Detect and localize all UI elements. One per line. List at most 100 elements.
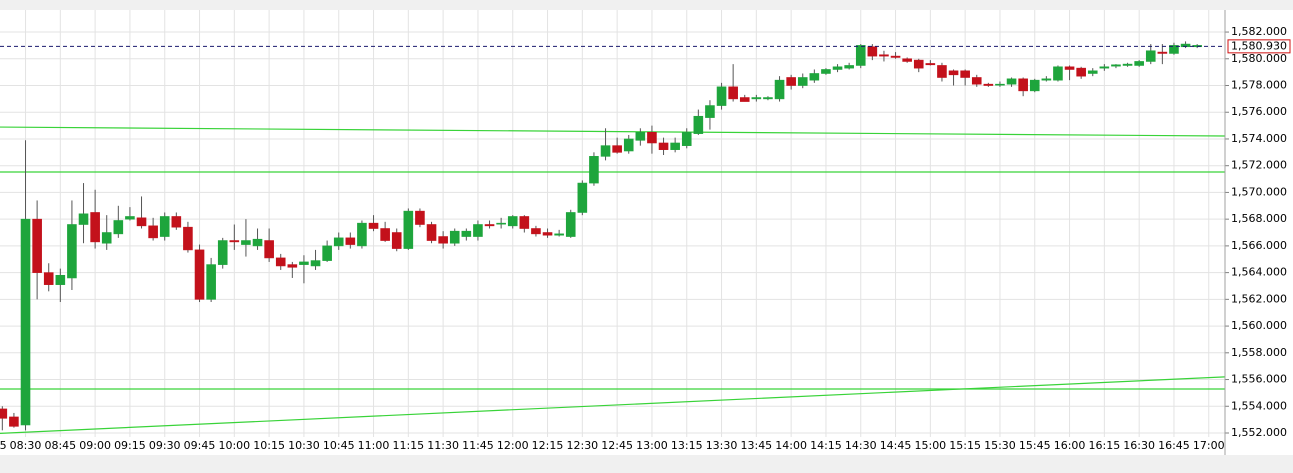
candle-body <box>1041 78 1052 81</box>
x-tick-label: 13:30 <box>706 439 738 452</box>
x-tick-label: 15:45 <box>1019 439 1051 452</box>
x-tick-label: 16:15 <box>1089 439 1121 452</box>
candle-body <box>995 83 1005 86</box>
candle-body <box>32 218 42 273</box>
candle-body <box>55 274 66 285</box>
candle-body <box>1053 66 1063 81</box>
candle-body <box>391 232 402 249</box>
x-tick-label: 12:00 <box>497 439 529 452</box>
candle-body <box>171 216 182 228</box>
candle-body <box>809 73 820 81</box>
candle-body <box>194 249 205 300</box>
x-tick-label: 16:45 <box>1158 439 1190 452</box>
candle-body <box>20 218 31 426</box>
candle-body <box>183 226 193 251</box>
candle-body <box>299 261 309 265</box>
candle-body <box>1122 63 1133 66</box>
candle-body <box>101 232 112 244</box>
time-axis <box>0 437 1225 455</box>
candle-body <box>136 217 147 227</box>
candle-body <box>519 216 530 229</box>
x-tick-label: 09:00 <box>79 439 111 452</box>
candle-body <box>739 97 750 102</box>
x-tick-label: 13:45 <box>740 439 772 452</box>
candle-body <box>113 220 124 235</box>
y-tick-label: 1,582.000 <box>1231 25 1287 38</box>
x-tick-label: 15:30 <box>984 439 1016 452</box>
candle-body <box>647 131 657 144</box>
candle-body <box>890 55 901 58</box>
x-tick-label: 11:45 <box>462 439 494 452</box>
candle-body <box>461 230 472 237</box>
x-tick-label: 17:00 <box>1193 439 1225 452</box>
candle-body <box>90 212 100 243</box>
x-tick-label: 15:00 <box>914 439 946 452</box>
candle-body <box>229 240 240 243</box>
candle-body <box>496 222 506 225</box>
candle-body <box>1087 70 1098 74</box>
candle-body <box>357 222 367 247</box>
candle-body <box>78 213 89 225</box>
candle-body <box>554 233 564 236</box>
x-tick-label: 12:30 <box>566 439 598 452</box>
candle-body <box>600 145 611 157</box>
candle-body <box>797 77 808 86</box>
x-tick-label: 11:00 <box>358 439 390 452</box>
candle-body <box>832 66 843 70</box>
candle-body <box>380 228 390 241</box>
x-tick-label: 14:30 <box>845 439 877 452</box>
candle-body <box>322 245 332 261</box>
candle-body <box>1076 67 1086 77</box>
candle-body <box>658 142 669 150</box>
x-tick-label: 09:15 <box>114 439 146 452</box>
y-tick-label: 1,566.000 <box>1231 239 1287 252</box>
candle-body <box>693 115 704 134</box>
candle-body <box>345 237 356 245</box>
x-tick-label: 08:15 <box>0 439 7 452</box>
candle-body <box>368 222 379 229</box>
candle-body <box>983 83 994 86</box>
candle-body <box>902 58 912 62</box>
x-tick-label: 08:30 <box>10 439 42 452</box>
x-tick-label: 13:15 <box>671 439 703 452</box>
candle-body <box>206 264 216 300</box>
x-tick-label: 13:00 <box>636 439 668 452</box>
candle-body <box>473 224 483 237</box>
x-tick-label: 10:15 <box>253 439 285 452</box>
candle-body <box>438 236 448 244</box>
candle-body <box>821 69 831 74</box>
y-tick-label: 1,576.000 <box>1231 105 1287 118</box>
candle-body <box>531 228 541 235</box>
last-price-box <box>1227 39 1291 54</box>
x-tick-label: 10:45 <box>323 439 355 452</box>
plot-area <box>0 10 1225 437</box>
candle-body <box>148 225 158 239</box>
candle-body <box>449 230 460 244</box>
last-price-label: 1,580.930 <box>1231 39 1287 52</box>
candle-body <box>565 212 576 237</box>
candle-body <box>125 216 135 220</box>
candle-body <box>43 272 54 285</box>
y-tick-label: 1,562.000 <box>1231 292 1287 305</box>
candle-body <box>507 216 518 227</box>
x-tick-label: 14:45 <box>880 439 912 452</box>
candle-body <box>9 416 19 427</box>
candle-body <box>426 224 437 241</box>
candle-body <box>333 237 344 247</box>
candle-body <box>786 77 796 86</box>
candle-body <box>67 224 77 279</box>
y-tick-label: 1,554.000 <box>1231 399 1287 412</box>
candle-body <box>1029 79 1040 92</box>
y-tick-label: 1,556.000 <box>1231 373 1287 386</box>
candle-body <box>241 240 251 245</box>
x-tick-label: 11:15 <box>392 439 424 452</box>
candle-body <box>1145 50 1156 62</box>
candle-body <box>403 210 414 249</box>
candle-body <box>716 86 727 106</box>
candle-body <box>855 45 866 66</box>
x-tick-label: 12:45 <box>601 439 633 452</box>
y-tick-label: 1,568.000 <box>1231 212 1287 225</box>
candle-body <box>275 257 286 267</box>
price-axis <box>1225 10 1293 455</box>
y-tick-label: 1,552.000 <box>1231 426 1287 439</box>
